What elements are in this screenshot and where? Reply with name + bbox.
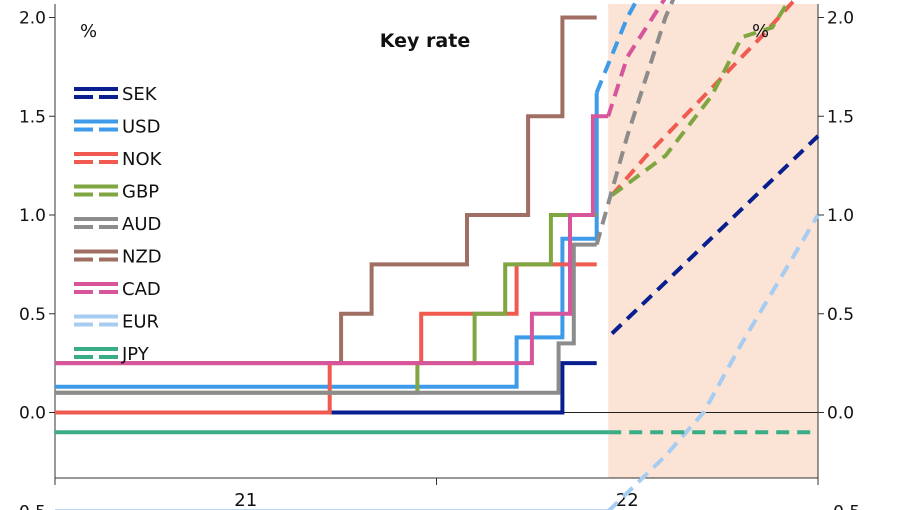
- legend: SEK USD NOK GBP AUD NZD CAD EUR JPY: [74, 84, 163, 365]
- legend-item-sek: SEK: [74, 84, 158, 105]
- x-tick-label: 22: [616, 490, 639, 510]
- series-nok-forecast: [610, 0, 798, 197]
- legend-label: NOK: [122, 149, 163, 170]
- series-nzd-actual: [55, 15, 597, 366]
- legend-label: CAD: [122, 279, 161, 300]
- legend-item-nok: NOK: [74, 149, 163, 170]
- left-tick-label: 1.0: [19, 206, 46, 226]
- series-aud-forecast: [594, 0, 676, 246]
- left-tick-label: 0.5: [19, 305, 46, 325]
- legend-label: JPY: [121, 344, 150, 365]
- x-tick-label: 21: [234, 490, 257, 510]
- legend-label: EUR: [122, 312, 159, 333]
- left-y-ticks: -0.50.00.51.01.52.02.53.03.54.0: [13, 9, 55, 510]
- legend-label: NZD: [122, 247, 162, 268]
- left-tick-label: 2.0: [19, 9, 46, 29]
- right-axis-unit: %: [752, 21, 769, 42]
- left-tick-label: -0.5: [13, 502, 46, 510]
- left-tick-label: 0.0: [19, 404, 46, 424]
- legend-item-cad: CAD: [74, 279, 161, 300]
- chart-title: Key rate: [380, 30, 470, 52]
- series-cad-actual: [55, 114, 609, 366]
- series-sek-forecast: [610, 134, 820, 335]
- right-tick-label: -0.5: [827, 502, 860, 510]
- legend-item-gbp: GBP: [74, 182, 159, 203]
- legend-label: GBP: [122, 182, 159, 203]
- right-tick-label: 1.5: [827, 107, 854, 127]
- x-ticks: 21 22: [54, 478, 819, 510]
- legend-label: AUD: [122, 214, 161, 235]
- legend-item-aud: AUD: [74, 214, 161, 235]
- left-tick-label: 1.5: [19, 107, 46, 127]
- forecast-region: [608, 4, 818, 478]
- right-tick-label: 0.5: [827, 305, 854, 325]
- right-tick-label: 1.0: [827, 206, 854, 226]
- series-lines: [55, 0, 820, 510]
- left-axis-unit: %: [80, 21, 97, 42]
- right-tick-label: 2.0: [827, 9, 854, 29]
- series-gbp-forecast: [610, 0, 792, 197]
- legend-item-eur: EUR: [74, 312, 159, 333]
- legend-label: SEK: [122, 84, 158, 105]
- series-gbp-actual: [55, 213, 597, 395]
- legend-label: USD: [122, 117, 160, 138]
- series-aud-actual: [55, 242, 597, 395]
- right-tick-label: 0.0: [827, 404, 854, 424]
- series-eur-forecast: [606, 213, 820, 510]
- legend-item-usd: USD: [74, 117, 160, 138]
- legend-item-jpy: JPY: [74, 344, 150, 365]
- legend-item-nzd: NZD: [74, 247, 162, 268]
- right-y-ticks: -0.50.00.51.01.52.02.53.03.54.0: [818, 9, 860, 510]
- series-nok-actual: [55, 262, 597, 415]
